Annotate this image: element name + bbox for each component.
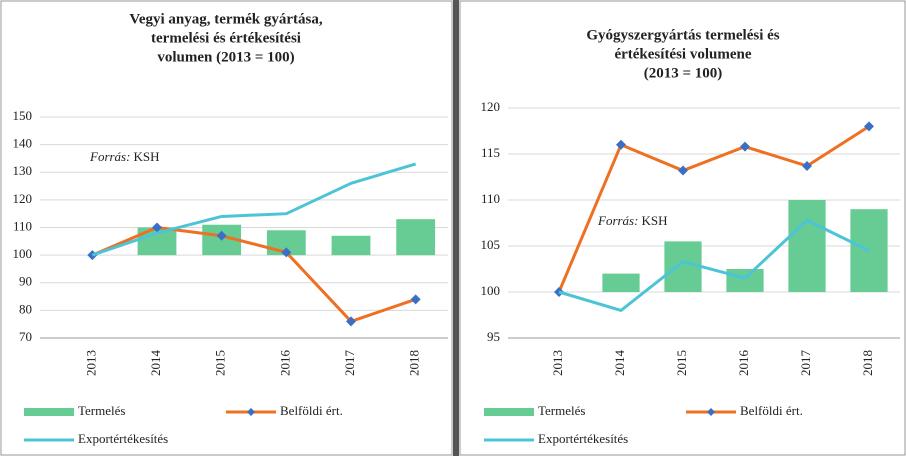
y-tick-label: 120 xyxy=(481,99,501,114)
line-series xyxy=(558,218,870,312)
bar xyxy=(726,269,764,292)
marker xyxy=(678,165,688,176)
legend-label: Exportértékesítés xyxy=(78,431,168,446)
x-tick-label: 2014 xyxy=(148,350,163,377)
y-tick-label: 105 xyxy=(481,237,501,252)
legend-marker xyxy=(247,408,255,416)
legend-label: Belföldi ért. xyxy=(740,403,803,418)
y-tick-label: 110 xyxy=(13,218,32,233)
marker xyxy=(281,247,292,258)
x-tick-label: 2014 xyxy=(612,350,627,377)
y-tick-label: 95 xyxy=(487,329,500,344)
x-tick-label: 2016 xyxy=(277,350,292,377)
y-tick-label: 140 xyxy=(13,136,33,151)
bar xyxy=(664,241,702,292)
legend-label: Termelés xyxy=(78,403,125,418)
source-note: Forrás: KSH xyxy=(89,149,159,164)
source-label: Forrás: xyxy=(597,213,638,228)
x-tick-label: 2018 xyxy=(407,350,422,376)
y-tick-label: 130 xyxy=(13,163,33,178)
marker xyxy=(216,230,227,241)
marker xyxy=(152,222,162,233)
legend-marker xyxy=(707,408,715,416)
source-value: KSH xyxy=(641,213,667,228)
chart-title: (2013 = 100) xyxy=(644,65,723,81)
line-series xyxy=(91,162,417,257)
y-tick-label: 70 xyxy=(19,329,32,344)
source-note: Forrás: KSH xyxy=(597,213,667,228)
marker xyxy=(616,139,626,150)
x-tick-label: 2013 xyxy=(550,350,565,376)
chart-title: volumen (2013 = 100) xyxy=(157,49,294,65)
chart-title: termelési és értékesítési xyxy=(151,30,301,46)
source-value: KSH xyxy=(133,149,159,164)
chart-title: Gyógyszergyártás termelési és xyxy=(586,27,779,43)
y-tick-label: 100 xyxy=(481,283,501,298)
chart-title: értékesítési volumene xyxy=(614,46,751,62)
x-tick-label: 2013 xyxy=(83,350,98,376)
y-tick-label: 115 xyxy=(481,145,500,160)
legend-swatch xyxy=(484,408,534,416)
y-tick-label: 120 xyxy=(13,191,33,206)
line-series xyxy=(91,226,417,323)
y-tick-label: 100 xyxy=(13,246,33,261)
legend-label: Belföldi ért. xyxy=(280,403,343,418)
x-tick-label: 2015 xyxy=(674,350,689,376)
y-tick-label: 80 xyxy=(19,301,32,316)
line-series xyxy=(557,125,870,293)
y-tick-label: 150 xyxy=(13,108,33,123)
legend-swatch xyxy=(24,408,74,416)
separator xyxy=(453,0,459,456)
bar xyxy=(602,273,640,292)
x-tick-label: 2017 xyxy=(798,350,813,377)
marker xyxy=(740,141,750,152)
chart-title: Vegyi anyag, termék gyártása, xyxy=(129,11,322,27)
x-tick-label: 2017 xyxy=(342,350,357,377)
x-tick-label: 2018 xyxy=(860,350,875,376)
legend-label: Termelés xyxy=(538,403,585,418)
marker xyxy=(346,316,356,327)
marker xyxy=(410,294,421,305)
bar xyxy=(331,235,371,256)
x-tick-label: 2015 xyxy=(213,350,228,376)
y-tick-label: 90 xyxy=(19,274,32,289)
bar xyxy=(396,219,436,256)
marker xyxy=(864,121,874,132)
x-tick-label: 2016 xyxy=(736,350,751,377)
legend-label: Exportértékesítés xyxy=(538,431,628,446)
bar xyxy=(788,200,826,292)
source-label: Forrás: xyxy=(89,149,130,164)
panel xyxy=(459,0,906,456)
marker xyxy=(802,160,812,171)
y-tick-label: 110 xyxy=(481,191,500,206)
